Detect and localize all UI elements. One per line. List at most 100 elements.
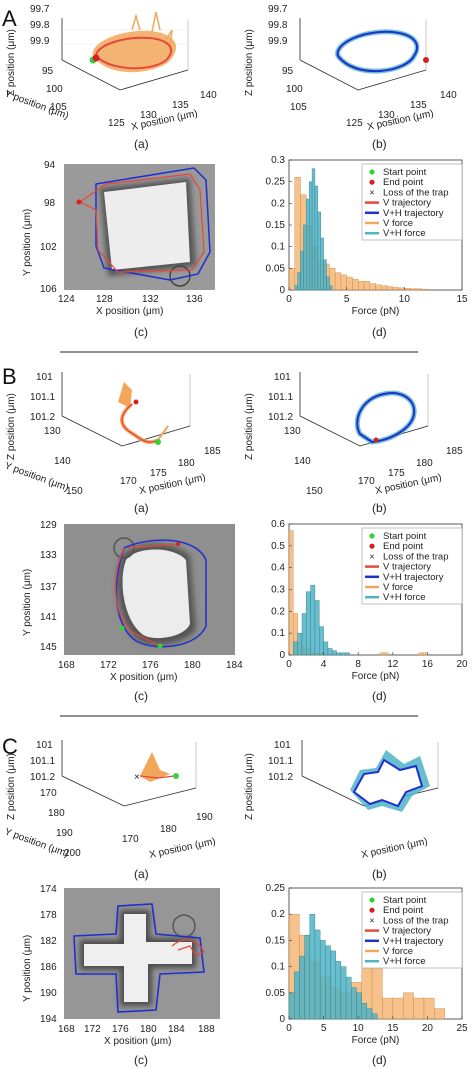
y-tick: 137	[40, 582, 57, 593]
x-tick: 8	[355, 659, 361, 670]
histogram-bar	[293, 641, 298, 656]
x-axis-label: X position (μm)	[374, 472, 442, 497]
histogram-bar	[371, 1013, 378, 1020]
histogram-bar	[330, 950, 336, 1020]
x-tick: 5	[321, 1023, 327, 1034]
y-tick: 200	[64, 848, 81, 859]
histogram-bar	[363, 281, 370, 291]
histogram-bar	[404, 288, 411, 291]
loss-marker: ×	[134, 772, 140, 783]
x-tick: 176	[142, 660, 159, 671]
x-tick: 180	[160, 824, 177, 835]
x-tick: 170	[120, 476, 137, 487]
z-tick: 99.7	[268, 4, 288, 15]
plot3d-b: 101 101.1 101.2 Z position (μm) 130 140 …	[244, 372, 463, 497]
histogram-bar	[402, 992, 414, 1020]
histogram-bar	[335, 961, 342, 1020]
histogram-bar	[303, 224, 307, 291]
x-tick: 0	[286, 1023, 292, 1034]
x-axis-label: X position (μm)	[148, 836, 216, 861]
x-tick: 184	[168, 1024, 185, 1035]
y-tick: 190	[56, 828, 73, 839]
sub-label: (c)	[134, 325, 148, 339]
x-tick: 16	[422, 659, 434, 670]
histogram-bar	[323, 259, 327, 291]
x-tick: 140	[440, 90, 457, 101]
x-axis-label: X position (μm)	[138, 472, 206, 497]
y-tick: 150	[306, 486, 323, 497]
x-tick: 130	[140, 110, 157, 121]
y-tick: 0.1	[271, 962, 285, 973]
z-tick: 101	[36, 740, 53, 751]
legend-marker: ×	[369, 187, 374, 197]
y-tick: 186	[40, 962, 57, 973]
histogram-bar	[310, 584, 316, 656]
plot3d-a: 99.7 99.8 99.9 Z position (μm) 95 100 10…	[3, 4, 217, 133]
histogram-bar	[300, 250, 304, 291]
y-tick: 180	[48, 808, 65, 819]
legend-label: V trajectory	[383, 926, 431, 937]
histogram-bar	[317, 211, 321, 291]
x-tick: 128	[96, 294, 113, 305]
y-tick: 98	[44, 198, 56, 209]
histogram-bars: 0 0.05 0.1 0.15 0.2 0.25 0 5 10 15 20 25 Force (pN) S…	[266, 883, 468, 1046]
histogram-bar	[369, 283, 376, 291]
histogram-bar	[314, 929, 321, 1020]
sub-label: (d)	[372, 325, 387, 339]
histogram-d: 0 0.05 0.1 0.15 0.2 0.25 0.3 0 5 10 15 Force (pN) St…	[266, 155, 468, 339]
z-tick: 101.2	[30, 772, 55, 783]
legend-marker	[369, 907, 375, 913]
histogram-bar	[334, 272, 342, 291]
y-tick: 0	[279, 285, 285, 296]
histogram-bar	[409, 288, 417, 291]
y-tick: 0.2	[271, 198, 285, 209]
y-tick: 0.1	[271, 628, 285, 639]
z-tick: 101.2	[268, 412, 293, 423]
x-tick: 125	[108, 118, 125, 129]
y-tick: 130	[44, 426, 61, 437]
legend-marker: ×	[369, 551, 374, 561]
legend-label: V force	[383, 946, 413, 957]
x-tick: 10	[353, 1023, 365, 1034]
histogram-d: 0 0.1 0.2 0.3 0.4 0.5 0.6 0 4 8 12 16 20 Force (pN) St…	[271, 519, 468, 703]
y-tick: 95	[282, 66, 294, 77]
x-tick: 180	[178, 458, 195, 469]
x-axis-label: Force (pN)	[352, 306, 400, 317]
y-tick: 105	[290, 102, 307, 113]
histogram-bar	[332, 650, 337, 656]
x-tick: 180	[140, 1024, 157, 1035]
histogram-bar	[327, 648, 333, 656]
histogram-bar	[297, 272, 301, 291]
x-tick: 172	[84, 1024, 101, 1035]
histogram-bar	[386, 286, 393, 291]
histogram-bar	[383, 652, 389, 656]
histogram-bar	[422, 652, 428, 656]
sub-label: (b)	[372, 501, 387, 515]
z-axis-label: Z position (μm)	[6, 29, 17, 96]
y-tick: 102	[40, 242, 57, 253]
legend-label: End point	[383, 177, 424, 188]
histogram-bar	[325, 945, 331, 1020]
histogram-bar	[306, 591, 311, 656]
y-tick: 100	[46, 84, 63, 95]
z-axis-label: Z position (μm)	[6, 393, 17, 460]
sub-label: (d)	[372, 1053, 387, 1067]
x-tick: 5	[344, 294, 350, 305]
histogram-bar	[320, 237, 324, 291]
x-tick: 175	[388, 468, 405, 479]
y-tick: 0.6	[271, 519, 285, 530]
x-tick: 170	[122, 834, 139, 845]
legend-label: End point	[383, 541, 424, 552]
histogram-bar	[301, 613, 307, 656]
y-tick: 0.15	[266, 220, 286, 231]
histogram-bar	[351, 987, 357, 1020]
histogram-bar	[356, 992, 362, 1020]
x-tick: 168	[58, 660, 75, 671]
legend-label: V+H force	[383, 592, 426, 603]
x-tick: 185	[446, 446, 463, 457]
z-tick: 99.8	[30, 20, 50, 31]
y-axis-label: Y position (μm)	[22, 209, 33, 276]
legend-label: V force	[383, 582, 413, 593]
histogram-bar	[288, 268, 295, 291]
y-tick: 0.2	[271, 606, 285, 617]
